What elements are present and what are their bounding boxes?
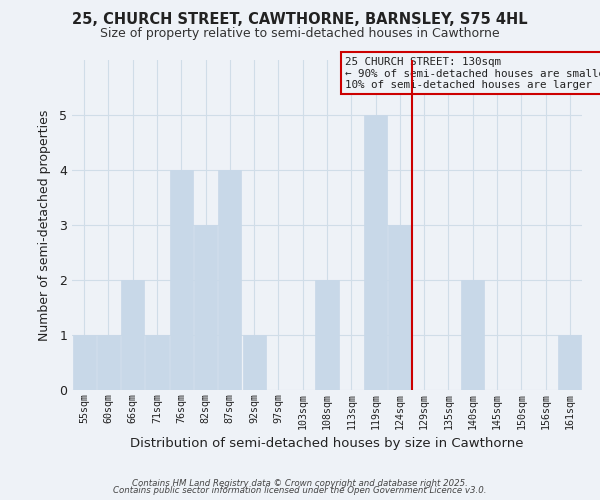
Bar [559, 335, 581, 390]
Bar [316, 280, 338, 390]
Bar [388, 225, 412, 390]
Text: 25, CHURCH STREET, CAWTHORNE, BARNSLEY, S75 4HL: 25, CHURCH STREET, CAWTHORNE, BARNSLEY, … [72, 12, 528, 28]
Bar [218, 170, 241, 390]
X-axis label: Distribution of semi-detached houses by size in Cawthorne: Distribution of semi-detached houses by … [130, 437, 524, 450]
Bar [97, 335, 120, 390]
Text: Size of property relative to semi-detached houses in Cawthorne: Size of property relative to semi-detach… [100, 28, 500, 40]
Bar [121, 280, 144, 390]
Bar [170, 170, 193, 390]
Bar [145, 335, 169, 390]
Text: 25 CHURCH STREET: 130sqm
← 90% of semi-detached houses are smaller (27)
10% of s: 25 CHURCH STREET: 130sqm ← 90% of semi-d… [345, 56, 600, 90]
Bar [364, 115, 387, 390]
Y-axis label: Number of semi-detached properties: Number of semi-detached properties [38, 110, 51, 340]
Text: Contains HM Land Registry data © Crown copyright and database right 2025.: Contains HM Land Registry data © Crown c… [132, 478, 468, 488]
Bar [194, 225, 217, 390]
Text: Contains public sector information licensed under the Open Government Licence v3: Contains public sector information licen… [113, 486, 487, 495]
Bar [242, 335, 266, 390]
Bar [73, 335, 95, 390]
Bar [461, 280, 484, 390]
